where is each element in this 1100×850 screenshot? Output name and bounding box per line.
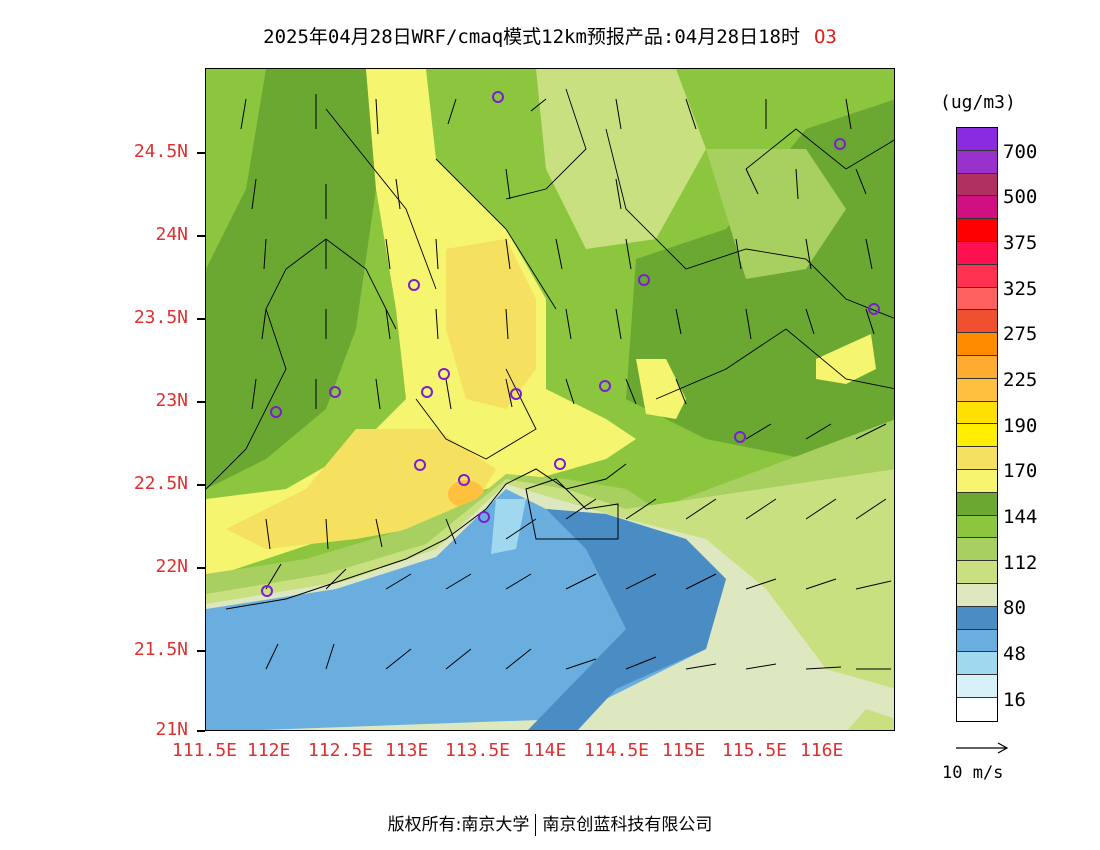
legend-swatch xyxy=(957,697,997,721)
title-text: 2025年04月28日WRF/cmaq模式12km预报产品:04月28日18时 xyxy=(263,26,800,48)
legend-swatch xyxy=(957,469,997,493)
legend-swatch xyxy=(957,287,997,311)
x-tick-label: 113.5E xyxy=(445,740,511,761)
y-tick-label: 22.5N xyxy=(133,473,188,494)
legend-swatch xyxy=(957,538,997,562)
legend-swatch xyxy=(957,310,997,334)
legend-label: 275 xyxy=(1003,323,1038,345)
y-tick-mark xyxy=(197,401,205,403)
legend-swatch xyxy=(957,652,997,676)
y-tick-label: 24.5N xyxy=(133,141,188,162)
reference-vector-arrow-icon xyxy=(955,740,1010,759)
legend-swatch xyxy=(957,492,997,516)
y-tick-mark xyxy=(197,152,205,154)
legend-label: 325 xyxy=(1003,278,1038,300)
y-tick-mark xyxy=(197,730,205,732)
legend-label: 144 xyxy=(1003,506,1038,528)
legend-swatch xyxy=(957,128,997,151)
x-tick-label: 112.5E xyxy=(308,740,374,761)
x-tick-label: 113E xyxy=(385,740,429,761)
legend-label: 80 xyxy=(1003,597,1026,619)
y-tick-mark xyxy=(197,484,205,486)
legend-swatch xyxy=(957,583,997,607)
legend-swatch xyxy=(957,675,997,698)
y-tick-label: 23.5N xyxy=(133,307,188,328)
station-markers xyxy=(261,91,880,597)
y-tick-label: 22N xyxy=(155,556,188,577)
legend-swatch xyxy=(957,264,997,288)
legend-swatch xyxy=(957,241,997,265)
y-tick-label: 24N xyxy=(155,224,188,245)
copyright-footer: 版权所有:南京大学 南京创蓝科技有限公司 xyxy=(0,810,1100,836)
ozone-concentration-map xyxy=(205,68,895,731)
y-tick-mark xyxy=(197,567,205,569)
legend-swatch xyxy=(957,561,997,584)
y-tick-label: 23N xyxy=(155,390,188,411)
legend-swatch xyxy=(957,447,997,470)
legend-swatch xyxy=(957,515,997,539)
y-tick-mark xyxy=(197,318,205,320)
legend-swatch xyxy=(957,606,997,630)
legend-swatch xyxy=(957,219,997,242)
legend-swatch xyxy=(957,355,997,379)
legend-label: 190 xyxy=(1003,415,1038,437)
legend-label: 16 xyxy=(1003,689,1026,711)
color-legend xyxy=(956,127,998,722)
legend-swatch xyxy=(957,150,997,174)
x-tick-label: 111.5E xyxy=(172,740,238,761)
x-tick-label: 114.5E xyxy=(584,740,650,761)
species-label: O3 xyxy=(813,26,837,48)
x-tick-label: 114E xyxy=(523,740,567,761)
map-title: 2025年04月28日WRF/cmaq模式12km预报产品:04月28日18时 O… xyxy=(0,22,1100,49)
legend-label: 375 xyxy=(1003,232,1038,254)
legend-label: 112 xyxy=(1003,552,1038,574)
y-tick-label: 21.5N xyxy=(133,639,188,660)
legend-swatch xyxy=(957,196,997,220)
y-tick-mark xyxy=(197,235,205,237)
legend-unit: (ug/m3) xyxy=(940,92,1016,113)
y-tick-mark xyxy=(197,650,205,652)
legend-label: 170 xyxy=(1003,460,1038,482)
legend-swatch xyxy=(957,401,997,425)
y-tick-label: 21N xyxy=(155,719,188,740)
legend-swatch xyxy=(957,629,997,653)
legend-swatch xyxy=(957,173,997,197)
legend-swatch xyxy=(957,378,997,402)
legend-label: 500 xyxy=(1003,186,1038,208)
x-tick-label: 112E xyxy=(247,740,291,761)
reference-vector-label: 10 m/s xyxy=(942,763,1004,783)
x-tick-label: 115.5E xyxy=(722,740,788,761)
legend-label: 700 xyxy=(1003,141,1038,163)
x-tick-label: 115E xyxy=(662,740,706,761)
legend-swatch xyxy=(957,333,997,356)
x-tick-label: 116E xyxy=(800,740,844,761)
footer-divider xyxy=(535,814,537,836)
legend-swatch xyxy=(957,424,997,448)
copyright-company: 南京创蓝科技有限公司 xyxy=(542,815,713,835)
legend-label: 225 xyxy=(1003,369,1038,391)
legend-label: 48 xyxy=(1003,643,1026,665)
copyright-owner: 版权所有:南京大学 xyxy=(387,815,530,835)
map-canvas xyxy=(206,69,894,730)
